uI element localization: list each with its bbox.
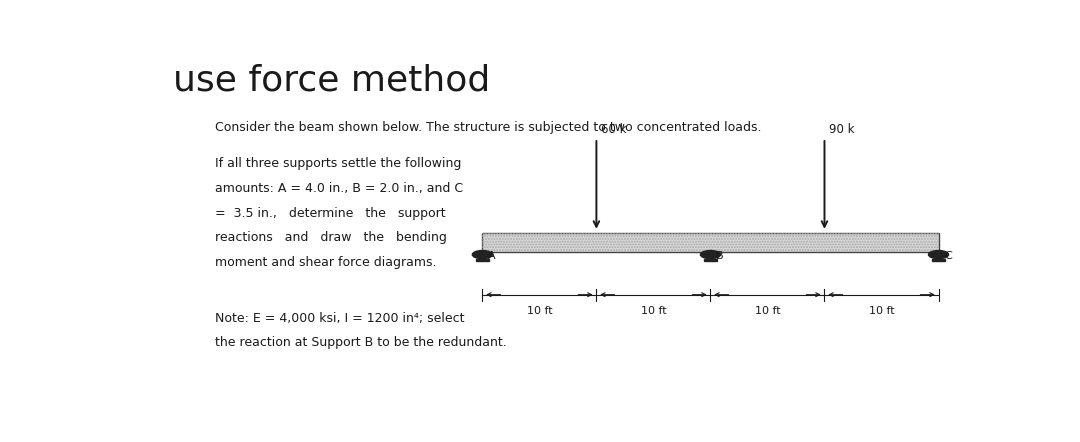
Text: 60 k: 60 k — [600, 123, 626, 137]
Text: 10 ft: 10 ft — [868, 305, 894, 316]
Text: the reaction at Support B to be the redundant.: the reaction at Support B to be the redu… — [215, 335, 507, 349]
Text: 10 ft: 10 ft — [527, 305, 552, 316]
Circle shape — [472, 251, 492, 259]
Text: If all three supports settle the following: If all three supports settle the followi… — [215, 157, 461, 170]
Text: Note: E = 4,000 ksi, I = 1200 in⁴; select: Note: E = 4,000 ksi, I = 1200 in⁴; selec… — [215, 312, 464, 325]
Bar — [483, 233, 939, 252]
Text: 90 k: 90 k — [828, 123, 854, 137]
Text: C: C — [944, 251, 953, 261]
Text: B: B — [716, 251, 724, 261]
Text: reactions   and   draw   the   bending: reactions and draw the bending — [215, 231, 446, 244]
Text: =  3.5 in.,   determine   the   support: = 3.5 in., determine the support — [215, 206, 445, 220]
Bar — [483, 233, 939, 252]
Bar — [475, 259, 489, 261]
Circle shape — [929, 251, 948, 259]
Text: amounts: A = 4.0 in., B = 2.0 in., and C: amounts: A = 4.0 in., B = 2.0 in., and C — [215, 182, 462, 194]
Text: moment and shear force diagrams.: moment and shear force diagrams. — [215, 256, 436, 269]
Bar — [932, 259, 945, 261]
Circle shape — [701, 251, 720, 259]
Bar — [704, 259, 717, 261]
Text: use force method: use force method — [173, 63, 490, 97]
Text: 10 ft: 10 ft — [640, 305, 666, 316]
Text: A: A — [488, 251, 496, 261]
Text: 10 ft: 10 ft — [755, 305, 780, 316]
Text: Consider the beam shown below. The structure is subjected to two concentrated lo: Consider the beam shown below. The struc… — [215, 121, 761, 134]
